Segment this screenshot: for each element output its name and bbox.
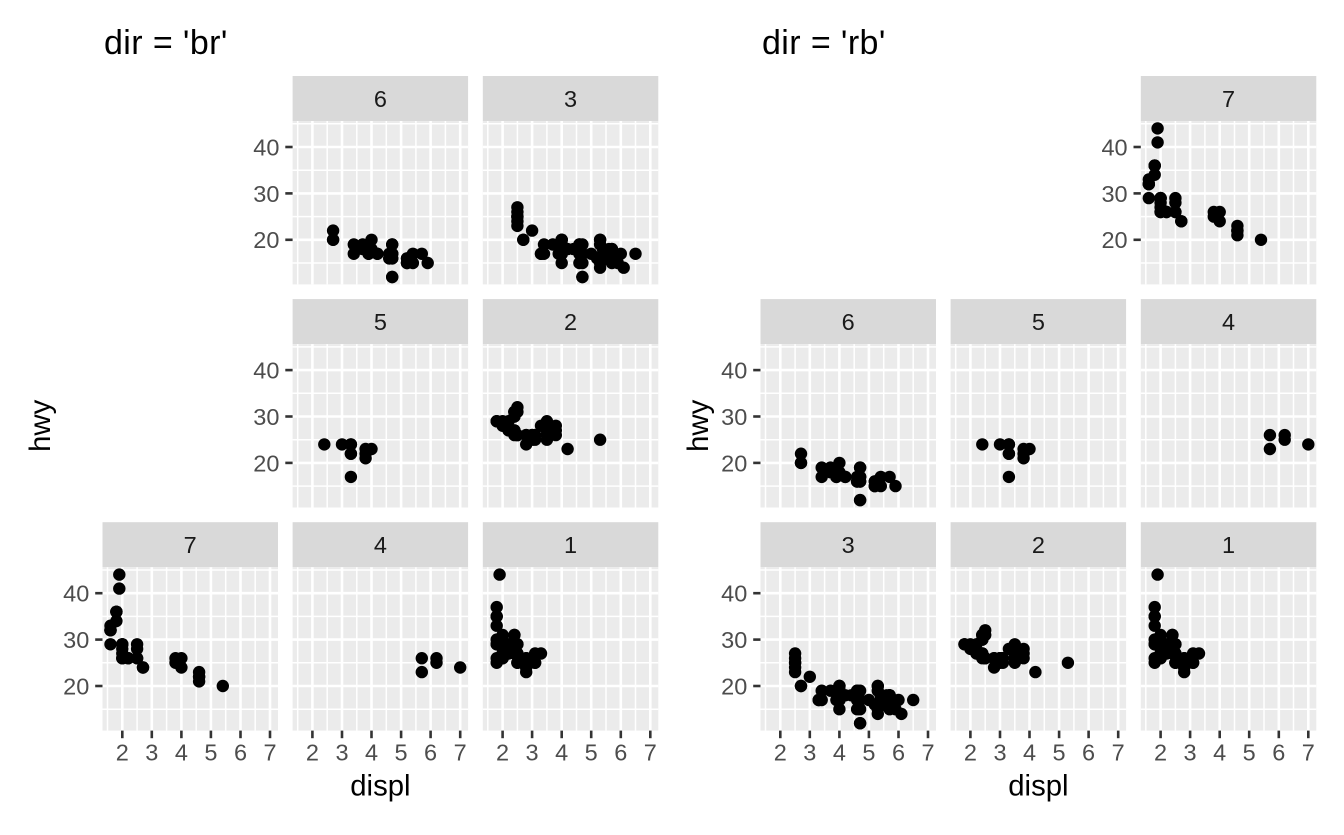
svg-text:7: 7 (1112, 740, 1125, 766)
svg-text:20: 20 (721, 673, 747, 699)
svg-text:40: 40 (721, 358, 747, 384)
svg-text:5: 5 (585, 740, 598, 766)
svg-text:4: 4 (1222, 309, 1235, 335)
svg-text:30: 30 (1101, 181, 1127, 207)
svg-text:2: 2 (496, 740, 509, 766)
svg-text:5: 5 (374, 309, 387, 335)
svg-text:4: 4 (1213, 740, 1226, 766)
svg-text:7: 7 (1222, 86, 1235, 112)
svg-text:20: 20 (721, 450, 747, 476)
svg-text:dir = 'rb': dir = 'rb' (762, 24, 886, 62)
svg-text:40: 40 (63, 581, 89, 607)
svg-text:7: 7 (921, 740, 934, 766)
svg-text:7: 7 (454, 740, 467, 766)
svg-text:7: 7 (263, 740, 276, 766)
svg-text:40: 40 (253, 358, 279, 384)
svg-text:5: 5 (1243, 740, 1256, 766)
svg-text:30: 30 (253, 181, 279, 207)
svg-text:4: 4 (374, 532, 387, 558)
svg-text:2: 2 (116, 740, 129, 766)
svg-text:6: 6 (1272, 740, 1285, 766)
svg-text:6: 6 (424, 740, 437, 766)
svg-text:6: 6 (1082, 740, 1095, 766)
svg-text:5: 5 (862, 740, 875, 766)
svg-text:6: 6 (374, 86, 387, 112)
svg-text:4: 4 (365, 740, 378, 766)
svg-text:2: 2 (774, 740, 787, 766)
svg-text:2: 2 (564, 309, 577, 335)
svg-text:3: 3 (803, 740, 816, 766)
svg-text:5: 5 (1053, 740, 1066, 766)
svg-text:30: 30 (253, 404, 279, 430)
svg-text:5: 5 (204, 740, 217, 766)
svg-text:3: 3 (145, 740, 158, 766)
svg-text:7: 7 (1302, 740, 1315, 766)
svg-text:3: 3 (842, 532, 855, 558)
svg-text:3: 3 (1184, 740, 1197, 766)
svg-text:20: 20 (63, 673, 89, 699)
svg-text:6: 6 (234, 740, 247, 766)
svg-text:1: 1 (564, 532, 577, 558)
svg-text:displ: displ (350, 770, 410, 803)
svg-text:2: 2 (306, 740, 319, 766)
svg-text:7: 7 (184, 532, 197, 558)
svg-text:40: 40 (253, 134, 279, 160)
svg-text:4: 4 (833, 740, 846, 766)
svg-text:30: 30 (721, 627, 747, 653)
svg-text:6: 6 (842, 309, 855, 335)
svg-text:3: 3 (335, 740, 348, 766)
svg-text:40: 40 (1101, 134, 1127, 160)
svg-text:3: 3 (564, 86, 577, 112)
svg-text:1: 1 (1222, 532, 1235, 558)
svg-text:3: 3 (526, 740, 539, 766)
svg-text:displ: displ (1008, 770, 1068, 803)
svg-text:hwy: hwy (682, 399, 715, 451)
svg-text:30: 30 (721, 404, 747, 430)
svg-text:2: 2 (1032, 532, 1045, 558)
svg-text:6: 6 (614, 740, 627, 766)
svg-text:4: 4 (555, 740, 568, 766)
svg-text:5: 5 (395, 740, 408, 766)
svg-text:30: 30 (63, 627, 89, 653)
svg-text:4: 4 (1023, 740, 1036, 766)
svg-text:2: 2 (964, 740, 977, 766)
svg-text:6: 6 (892, 740, 905, 766)
svg-text:5: 5 (1032, 309, 1045, 335)
svg-text:20: 20 (1101, 227, 1127, 253)
svg-text:3: 3 (993, 740, 1006, 766)
svg-text:2: 2 (1154, 740, 1167, 766)
svg-text:hwy: hwy (24, 399, 57, 451)
svg-text:20: 20 (253, 450, 279, 476)
svg-text:40: 40 (721, 581, 747, 607)
svg-text:20: 20 (253, 227, 279, 253)
svg-text:4: 4 (175, 740, 188, 766)
svg-text:7: 7 (644, 740, 657, 766)
svg-text:dir = 'br': dir = 'br' (104, 24, 228, 62)
